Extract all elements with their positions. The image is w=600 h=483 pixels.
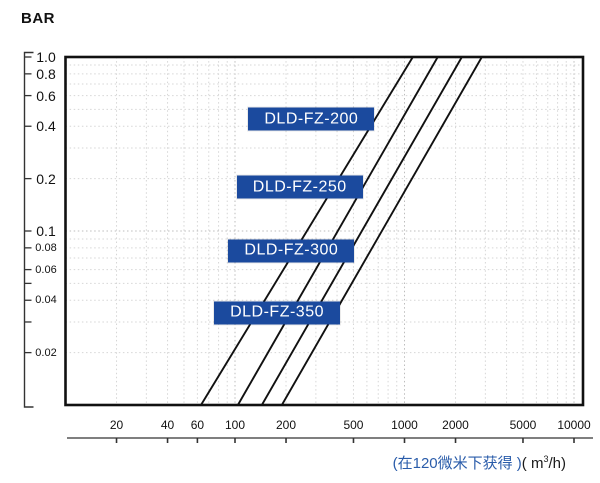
y-tick-label: 1.0 (36, 49, 56, 65)
x-tick-label: 1000 (391, 418, 418, 432)
model-label-dld-fz-300: DLD-FZ-300 (228, 239, 355, 263)
y-tick-label: 0.06 (35, 263, 57, 276)
y-axis-title: BAR (21, 10, 55, 27)
y-tick-label: 0.4 (36, 118, 56, 135)
x-tick-label: 5000 (509, 418, 537, 432)
model-label-dld-fz-250: DLD-FZ-250 (236, 175, 363, 199)
caption-unit: ( m3/h) (521, 454, 566, 472)
plot-border (64, 55, 585, 407)
y-tick-label: 0.2 (36, 170, 56, 187)
x-tick-label: 100 (224, 418, 246, 432)
y-axis (23, 51, 34, 408)
x-tick-label: 60 (190, 418, 205, 432)
caption: (在120微米下获得 )( m3/h) (393, 452, 566, 473)
x-tick-label: 10000 (557, 418, 591, 432)
y-tick-label: 0.6 (36, 87, 56, 104)
model-label-dld-fz-200: DLD-FZ-200 (248, 107, 375, 131)
flow-curve-dld-fz-250 (237, 57, 439, 405)
x-tick-label: 20 (109, 418, 124, 432)
model-label-dld-fz-350: DLD-FZ-350 (214, 301, 341, 325)
x-tick-label: 2000 (442, 418, 469, 432)
x-tick-label: 500 (343, 418, 364, 432)
y-tick-label: 0.8 (36, 65, 56, 82)
y-tick-label: 0.08 (35, 241, 57, 254)
caption-condition-cn: (在120微米下获得 ) (392, 455, 522, 472)
x-tick-label: 40 (160, 418, 175, 432)
flow-curve-dld-fz-300 (261, 57, 463, 405)
y-tick-label: 0.1 (36, 223, 56, 239)
y-tick-label: 0.04 (35, 294, 57, 307)
x-tick-label: 200 (276, 418, 297, 432)
flow-curve-dld-fz-350 (281, 57, 483, 405)
y-tick-label: 0.02 (35, 346, 57, 359)
flow-curve-dld-fz-200 (200, 57, 414, 405)
